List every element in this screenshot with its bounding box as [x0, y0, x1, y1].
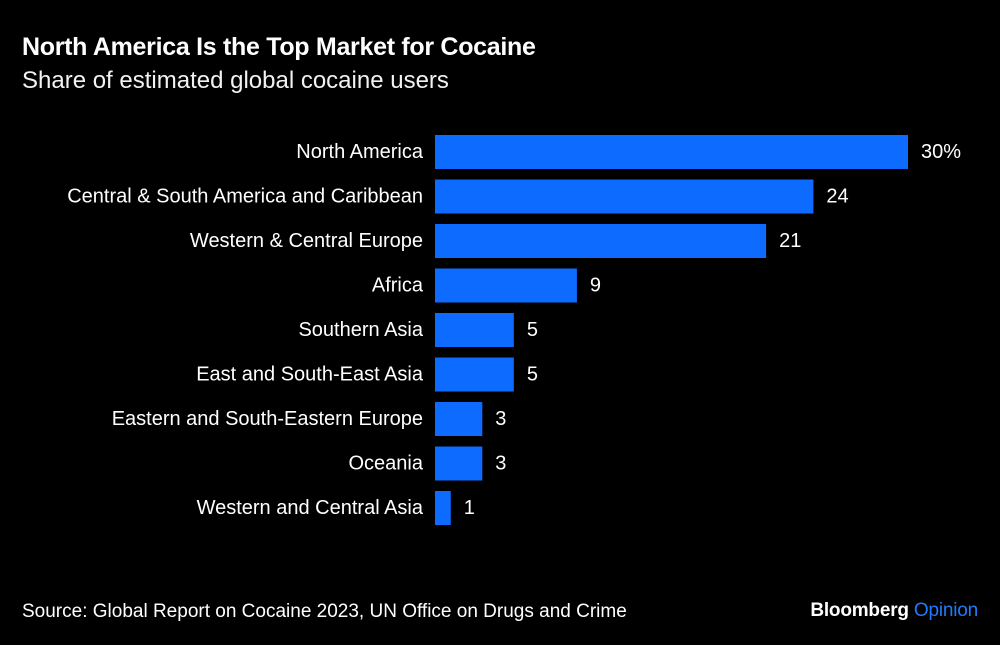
value-label: 1 — [464, 497, 475, 519]
brand-section: Opinion — [913, 600, 978, 621]
value-label: 21 — [779, 230, 801, 252]
bar — [435, 313, 514, 347]
value-label: 3 — [495, 453, 506, 475]
value-label: 9 — [590, 275, 601, 297]
source-note: Source: Global Report on Cocaine 2023, U… — [22, 601, 627, 622]
value-label: 24 — [826, 186, 848, 208]
chart-title: North America Is the Top Market for Coca… — [22, 33, 536, 61]
bar — [435, 402, 483, 436]
category-label: Africa — [372, 275, 424, 297]
category-label: Western and Central Asia — [197, 497, 424, 519]
brand-name: Bloomberg — [810, 600, 909, 621]
bar — [435, 224, 767, 258]
bar — [435, 357, 514, 392]
bar — [435, 446, 483, 481]
value-label: 5 — [527, 319, 538, 341]
category-label: Southern Asia — [298, 319, 423, 341]
category-label: Western & Central Europe — [190, 230, 423, 252]
brand-logo: Bloomberg Opinion — [810, 600, 978, 622]
bar-chart: North America 30% Central & South America … — [67, 135, 961, 525]
category-label: Eastern and South-Eastern Europe — [112, 408, 423, 430]
category-label: North America — [296, 141, 424, 163]
bar — [435, 135, 908, 169]
category-label: Central & South America and Caribbean — [67, 186, 423, 208]
value-label: 30% — [921, 141, 961, 163]
category-label: Oceania — [349, 453, 424, 475]
value-label: 3 — [495, 408, 506, 430]
bar — [435, 491, 451, 525]
bar — [435, 268, 577, 303]
value-label: 5 — [527, 364, 538, 386]
chart-subtitle: Share of estimated global cocaine users — [22, 67, 449, 94]
bar — [435, 179, 814, 214]
category-label: East and South-East Asia — [196, 364, 424, 386]
